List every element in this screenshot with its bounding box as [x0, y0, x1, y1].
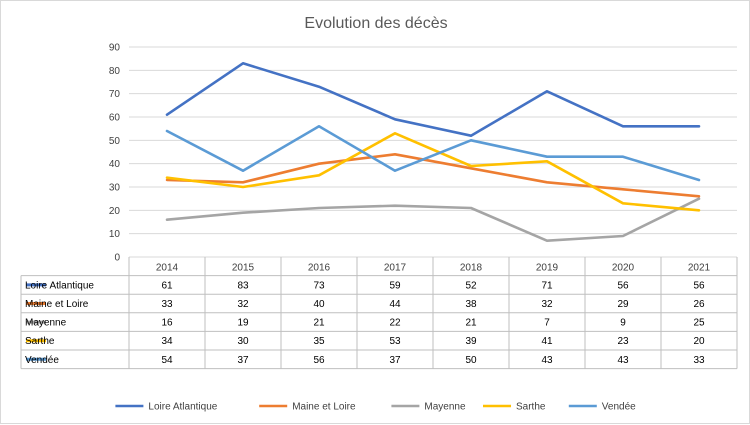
- y-tick-label: 90: [109, 43, 121, 54]
- data-cell: 21: [465, 318, 477, 329]
- series-line: [165, 132, 701, 212]
- legend-label: Sarthe: [516, 402, 546, 413]
- series-line: [165, 125, 701, 182]
- legend-label: Maine et Loire: [292, 402, 356, 413]
- data-cell: 83: [237, 280, 249, 291]
- x-tick-label: 2017: [384, 262, 407, 273]
- series-line: [165, 153, 701, 198]
- gridlines: [129, 46, 737, 258]
- data-cell: 61: [161, 280, 173, 291]
- y-tick-label: 70: [109, 89, 121, 100]
- data-cell: 37: [389, 355, 401, 366]
- data-cell: 26: [693, 299, 705, 310]
- y-tick-label: 10: [109, 229, 121, 240]
- x-tick-label: 2020: [612, 262, 635, 273]
- series-line: [165, 197, 701, 242]
- x-tick-label: 2019: [536, 262, 559, 273]
- data-cell: 19: [237, 318, 249, 329]
- table-series-label: Loire Atlantique: [25, 280, 94, 291]
- data-cell: 71: [541, 280, 553, 291]
- data-cell: 29: [617, 299, 629, 310]
- legend-label: Vendée: [602, 402, 636, 413]
- data-cell: 43: [617, 355, 629, 366]
- data-cell: 50: [465, 355, 477, 366]
- data-cell: 56: [617, 280, 629, 291]
- x-tick-label: 2014: [156, 262, 179, 273]
- x-tick-label: 2021: [688, 262, 711, 273]
- data-cell: 41: [541, 336, 553, 347]
- y-tick-label: 40: [109, 159, 121, 170]
- data-cell: 37: [237, 355, 249, 366]
- data-cell: 73: [313, 280, 325, 291]
- data-cell: 33: [693, 355, 705, 366]
- data-cell: 16: [161, 318, 173, 329]
- y-axis: 0 10 20 30 40 50 60 70 80 90: [109, 43, 121, 264]
- data-cell: 59: [389, 280, 401, 291]
- x-tick-label: 2016: [308, 262, 331, 273]
- data-cell: 25: [693, 318, 705, 329]
- data-cell: 34: [161, 336, 173, 347]
- data-cell: 40: [313, 299, 325, 310]
- data-cell: 32: [237, 299, 249, 310]
- chart-title: Evolution des décès: [304, 15, 447, 32]
- data-cell: 52: [465, 280, 477, 291]
- data-cell: 9: [620, 318, 626, 329]
- table-series-label: Vendée: [25, 355, 59, 366]
- table-series-label: Maine et Loire: [25, 299, 89, 310]
- data-cell: 56: [313, 355, 325, 366]
- data-cell: 54: [161, 355, 173, 366]
- data-cell: 30: [237, 336, 249, 347]
- x-tick-label: 2018: [460, 262, 483, 273]
- data-cell: 53: [389, 336, 401, 347]
- y-tick-label: 60: [109, 113, 121, 124]
- data-cell: 32: [541, 299, 553, 310]
- data-cell: 38: [465, 299, 477, 310]
- data-cell: 33: [161, 299, 173, 310]
- data-cell: 7: [544, 318, 550, 329]
- series-line: [165, 61, 701, 137]
- data-cell: 44: [389, 299, 401, 310]
- table-series-label: Mayenne: [25, 318, 67, 329]
- data-cell: 20: [693, 336, 705, 347]
- data-cell: 35: [313, 336, 325, 347]
- data-cell: 39: [465, 336, 477, 347]
- table-series-label: Sarthe: [25, 336, 55, 347]
- data-cell: 43: [541, 355, 553, 366]
- data-cell: 23: [617, 336, 629, 347]
- y-tick-label: 0: [114, 253, 120, 264]
- y-tick-label: 50: [109, 136, 121, 147]
- y-tick-label: 30: [109, 183, 121, 194]
- data-cell: 56: [693, 280, 705, 291]
- data-cell: 22: [389, 318, 401, 329]
- data-cell: 21: [313, 318, 325, 329]
- y-tick-label: 80: [109, 66, 121, 77]
- y-tick-label: 20: [109, 206, 121, 217]
- legend-label: Loire Atlantique: [148, 402, 217, 413]
- legend: Loire Atlantique Maine et Loire Mayenne Sar…: [115, 402, 636, 413]
- x-tick-label: 2015: [232, 262, 255, 273]
- series-lines: [165, 61, 701, 242]
- legend-label: Mayenne: [424, 402, 466, 413]
